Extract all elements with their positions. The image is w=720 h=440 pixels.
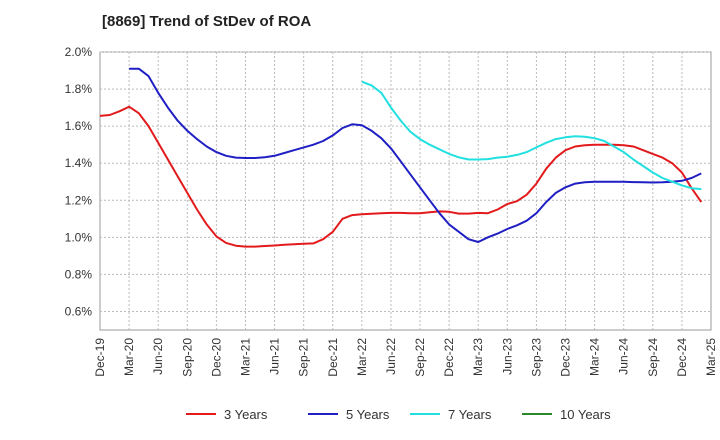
x-tick-label: Sep-20 <box>180 338 194 377</box>
legend: 3 Years 5 Years 7 Years 10 Years <box>186 407 611 422</box>
x-tick-label: Dec-22 <box>442 338 456 377</box>
x-tick-label: Sep-23 <box>529 338 543 377</box>
y-tick-label: 1.0% <box>65 230 93 244</box>
x-tick-label: Jun-21 <box>268 338 282 375</box>
x-axis: Dec-19 Mar-20 Jun-20 Sep-20 Dec-20 Mar-21 Jun-… <box>93 338 718 377</box>
x-tick-label: Jun-20 <box>151 338 165 375</box>
x-tick-label: Mar-23 <box>471 338 485 376</box>
x-tick-label: Jun-23 <box>500 338 514 375</box>
x-tick-label: Dec-23 <box>559 338 573 377</box>
series-lines <box>99 67 703 248</box>
x-tick-label: Sep-22 <box>413 338 427 377</box>
x-tick-label: Sep-21 <box>297 338 311 377</box>
series-line-1 <box>129 67 702 243</box>
x-tick-label: Dec-24 <box>675 338 689 377</box>
legend-label-2: 7 Years <box>448 407 492 422</box>
x-tick-label: Mar-21 <box>238 338 252 376</box>
legend-label-3: 10 Years <box>560 407 611 422</box>
y-tick-label: 1.8% <box>65 82 93 96</box>
legend-label-0: 3 Years <box>224 407 268 422</box>
x-tick-label: Jun-22 <box>384 338 398 375</box>
y-tick-label: 1.2% <box>65 193 93 207</box>
plot-area <box>99 51 712 331</box>
y-tick-label: 0.8% <box>65 267 93 281</box>
x-tick-label: Mar-24 <box>588 338 602 376</box>
x-tick-label: Dec-21 <box>326 338 340 377</box>
x-tick-label: Sep-24 <box>646 338 660 377</box>
x-tick-label: Mar-22 <box>355 338 369 376</box>
series-line-0 <box>99 105 703 248</box>
y-tick-label: 0.6% <box>65 304 93 318</box>
y-axis: 0.6% 0.8% 1.0% 1.2% 1.4% 1.6% 1.8% 2.0% <box>65 45 93 318</box>
x-tick-label: Mar-20 <box>122 338 136 376</box>
x-tick-label: Jun-24 <box>617 338 631 375</box>
x-tick-label: Dec-20 <box>209 338 223 377</box>
x-tick-label: Mar-25 <box>704 338 718 376</box>
y-tick-label: 2.0% <box>65 45 93 59</box>
x-tick-label: Dec-19 <box>93 338 107 377</box>
y-tick-label: 1.4% <box>65 156 93 170</box>
legend-label-1: 5 Years <box>346 407 390 422</box>
chart-title: [8869] Trend of StDev of ROA <box>102 13 311 30</box>
series-line-2 <box>361 80 702 191</box>
y-tick-label: 1.6% <box>65 119 93 133</box>
